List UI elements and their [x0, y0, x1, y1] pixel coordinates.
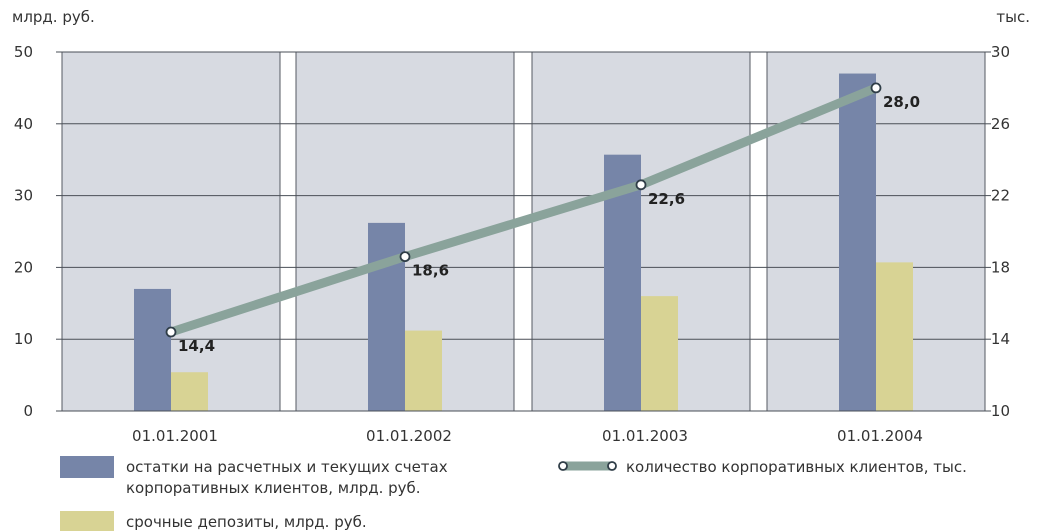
legend-marker-left — [558, 461, 568, 471]
category-label-1: 01.01.2001 — [132, 427, 218, 445]
y-right-tick-label: 14 — [991, 330, 1010, 348]
y-right-tick-label: 26 — [991, 115, 1010, 133]
y-left-tick-label: 20 — [14, 258, 33, 276]
y-right-tick-label: 18 — [991, 258, 1010, 276]
y-left-tick-label: 0 — [23, 402, 33, 420]
legend-label-clients: количество корпоративных клиентов, тыс. — [626, 458, 967, 476]
client-count-line — [165, 82, 882, 338]
y-left-tick-label: 50 — [14, 43, 33, 61]
client-count-label-3: 22,6 — [648, 190, 685, 208]
bar-balances-1 — [134, 288, 171, 411]
legend-label-balances: корпоративных клиентов, млрд. руб. — [126, 479, 421, 497]
category-label-2: 01.01.2002 — [366, 427, 452, 445]
y-right-tick-label: 22 — [991, 187, 1010, 205]
client-count-point-2 — [399, 251, 411, 263]
y-right-tick-label: 10 — [991, 402, 1010, 420]
y-left-tick-label: 40 — [14, 115, 33, 133]
client-count-point-4 — [870, 82, 882, 94]
y-left-tick-label: 30 — [14, 187, 33, 205]
legend-label-balances: остатки на расчетных и текущих счетах — [126, 458, 448, 476]
client-count-line-path — [169, 83, 878, 337]
client-count-label-2: 18,6 — [412, 262, 449, 280]
y-right-tick-label: 30 — [991, 43, 1010, 61]
bar-deposits-1 — [171, 372, 208, 411]
legend-label-deposits: срочные депозиты, млрд. руб. — [126, 513, 367, 531]
client-count-label-1: 14,4 — [178, 337, 215, 355]
category-label-4: 01.01.2004 — [837, 427, 923, 445]
client-count-point-3 — [635, 179, 647, 191]
bar-deposits-2 — [405, 330, 442, 411]
bar-balances-2 — [368, 222, 405, 411]
grid-lines — [62, 51, 985, 340]
axes: 0 10 20 30 40 50 10 14 18 22 26 30 млрд. руб. тыс. 01.… — [12, 8, 1030, 445]
client-count-label-4: 28,0 — [883, 93, 920, 111]
legend-swatch-balances — [60, 456, 114, 478]
legend: остатки на расчетных и текущих счетах кор… — [60, 456, 967, 531]
y-right-unit: тыс. — [996, 8, 1030, 26]
legend-marker-right — [607, 461, 617, 471]
bar-balances-4 — [839, 73, 876, 411]
category-label-3: 01.01.2003 — [602, 427, 688, 445]
value-labels: 14,4 18,6 22,6 28,0 — [178, 93, 920, 355]
bar-deposits-4 — [876, 262, 913, 411]
legend-swatch-deposits — [60, 511, 114, 531]
client-count-point-1 — [165, 326, 177, 338]
y-left-tick-label: 10 — [14, 330, 33, 348]
y-left-unit: млрд. руб. — [12, 8, 95, 26]
bar-deposits-3 — [641, 296, 678, 411]
